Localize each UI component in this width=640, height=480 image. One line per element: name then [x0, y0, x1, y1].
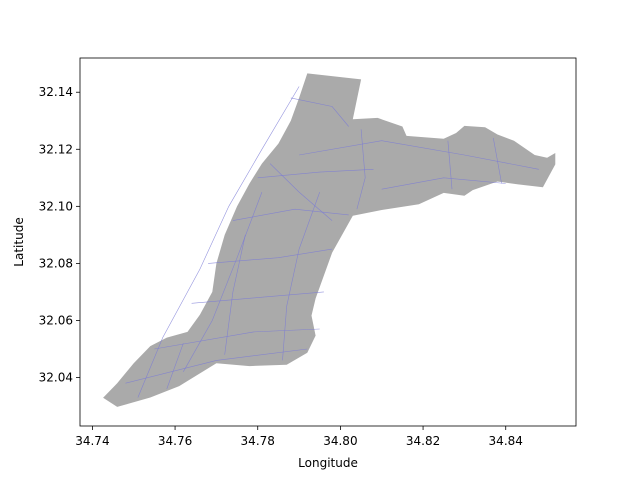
x-axis-label: Longitude: [298, 456, 358, 470]
road-line: [447, 140, 453, 190]
road-line: [290, 97, 349, 127]
x-tick-label: 34.78: [241, 434, 275, 448]
x-tick-label: 34.80: [323, 434, 357, 448]
x-tick-label: 34.84: [489, 434, 523, 448]
y-tick-label: 32.10: [39, 199, 73, 213]
road-line: [208, 248, 333, 264]
x-tick-label: 34.74: [75, 434, 109, 448]
axes-frame: [79, 57, 577, 427]
y-tick-label: 32.08: [39, 256, 73, 270]
x-tick-label: 34.82: [406, 434, 440, 448]
road-line: [224, 234, 246, 355]
region-polygon: [103, 73, 556, 407]
x-tick-label: 34.76: [158, 434, 192, 448]
road-line: [166, 343, 184, 390]
road-line: [137, 86, 300, 398]
road-line: [257, 169, 374, 179]
plot-area: [103, 73, 556, 407]
y-axis-label: Latitude: [12, 217, 26, 266]
road-line: [125, 348, 308, 384]
road-line: [232, 208, 349, 221]
road-line: [493, 137, 502, 184]
road-line: [183, 191, 263, 372]
road-line: [356, 129, 366, 210]
y-tick-label: 32.04: [39, 371, 73, 385]
road-line: [191, 291, 324, 304]
x-axis-ticks: 34.74 34.76 34.78 34.80 34.82 34.84: [75, 426, 523, 448]
y-axis-ticks: 32.04 32.06 32.08 32.10 32.12 32.14: [39, 85, 80, 385]
road-line: [299, 140, 539, 170]
road-line: [154, 328, 320, 350]
y-tick-label: 32.12: [39, 142, 73, 156]
y-tick-label: 32.14: [39, 85, 73, 99]
y-tick-label: 32.06: [39, 313, 73, 327]
road-network: [125, 86, 539, 398]
road-line: [282, 191, 320, 361]
road-line: [381, 177, 506, 190]
road-line: [269, 163, 333, 221]
